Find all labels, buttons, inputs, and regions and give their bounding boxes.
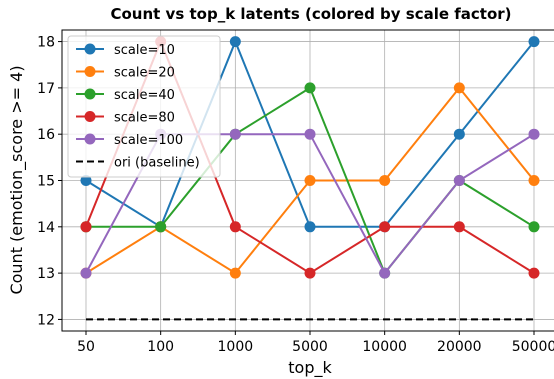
x-tick-label: 1000 bbox=[218, 339, 254, 355]
y-tick-label: 13 bbox=[37, 266, 55, 282]
legend-swatch-marker bbox=[84, 43, 96, 55]
legend-box bbox=[67, 35, 221, 178]
data-point bbox=[528, 175, 540, 186]
x-tick-label: 20000 bbox=[437, 339, 482, 355]
data-point bbox=[80, 175, 92, 186]
y-axis-label: Count (emotion_score >= 4) bbox=[7, 65, 27, 294]
data-point bbox=[304, 128, 316, 140]
x-axis-label: top_k bbox=[288, 358, 332, 378]
data-point bbox=[229, 128, 241, 140]
y-tick-label: 14 bbox=[37, 220, 55, 236]
x-tick-label: 10000 bbox=[362, 339, 407, 355]
y-ticks: 12 13 14 15 16 17 18 bbox=[37, 35, 62, 328]
y-tick-label: 15 bbox=[37, 174, 55, 190]
x-ticks: 50 100 1000 5000 10000 20000 50000 bbox=[77, 331, 554, 355]
y-tick-label: 18 bbox=[37, 35, 55, 51]
data-point bbox=[80, 267, 92, 279]
data-point bbox=[528, 221, 540, 233]
data-point bbox=[453, 175, 465, 186]
legend-label: scale=80 bbox=[114, 111, 175, 126]
data-point bbox=[453, 128, 465, 140]
data-point bbox=[229, 221, 241, 233]
legend-label: ori (baseline) bbox=[114, 156, 200, 171]
data-point bbox=[304, 82, 316, 94]
data-point bbox=[528, 128, 540, 140]
legend-swatch-marker bbox=[84, 88, 96, 100]
data-point bbox=[379, 267, 391, 279]
data-point bbox=[229, 267, 241, 279]
data-point bbox=[304, 267, 316, 279]
legend-label: scale=20 bbox=[114, 66, 175, 81]
data-point bbox=[80, 221, 92, 233]
data-point bbox=[453, 82, 465, 94]
data-point bbox=[453, 221, 465, 233]
legend-label: scale=10 bbox=[114, 43, 175, 58]
legend-swatch-marker bbox=[84, 133, 96, 145]
y-tick-label: 12 bbox=[37, 312, 55, 328]
data-point bbox=[155, 221, 167, 233]
legend-swatch-marker bbox=[84, 66, 96, 77]
x-tick-label: 100 bbox=[147, 339, 174, 355]
legend: scale=10 scale=20 scale=40 scale=80 scale=10… bbox=[67, 35, 221, 178]
legend-label: scale=100 bbox=[114, 133, 183, 148]
data-point bbox=[304, 221, 316, 233]
data-point bbox=[379, 175, 391, 186]
data-point bbox=[528, 36, 540, 48]
legend-label: scale=40 bbox=[114, 88, 175, 103]
x-tick-label: 50 bbox=[77, 339, 95, 355]
data-point bbox=[528, 267, 540, 279]
data-point bbox=[229, 36, 241, 48]
legend-swatch-marker bbox=[84, 111, 96, 122]
data-point bbox=[379, 221, 391, 233]
x-tick-label: 5000 bbox=[292, 339, 328, 355]
y-tick-label: 17 bbox=[37, 81, 55, 97]
chart-title: Count vs top_k latents (colored by scale… bbox=[110, 5, 511, 23]
data-point bbox=[304, 175, 316, 186]
y-tick-label: 16 bbox=[37, 127, 55, 143]
x-tick-label: 50000 bbox=[512, 339, 554, 355]
